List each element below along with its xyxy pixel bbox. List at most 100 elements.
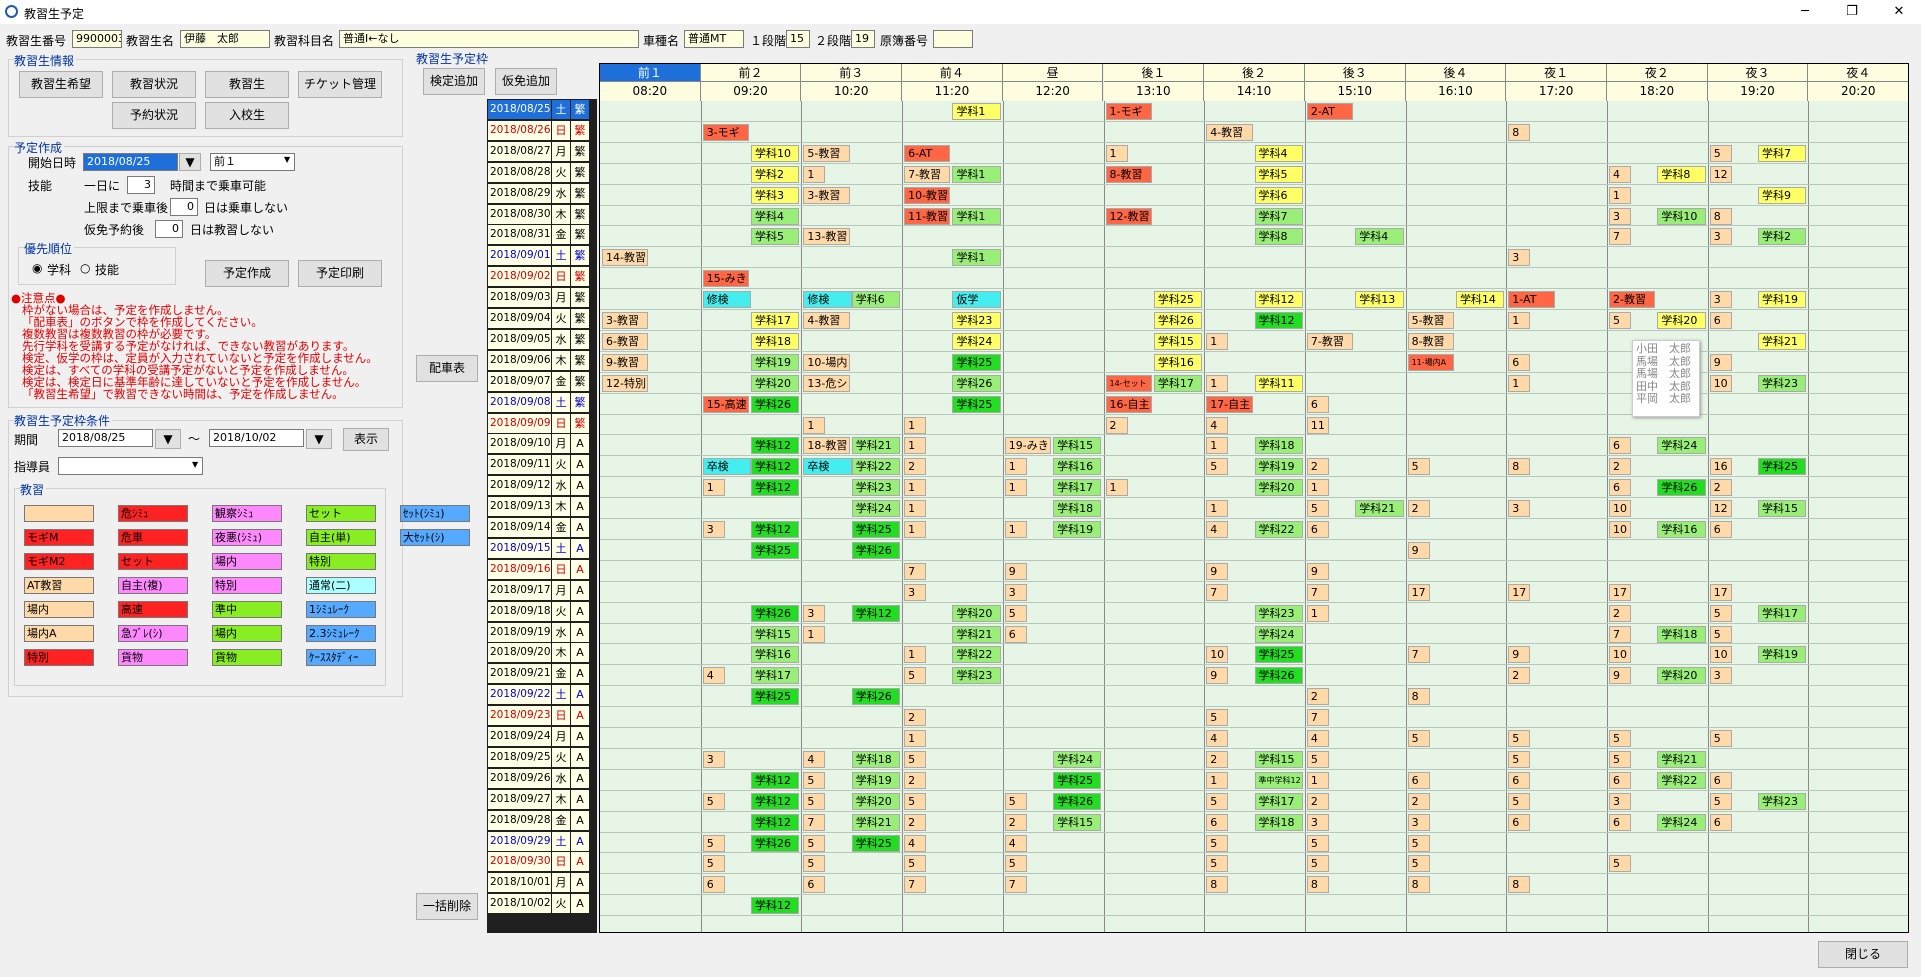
schedule-cell[interactable]: 5 xyxy=(1004,604,1027,622)
schedule-cell[interactable]: 修検 xyxy=(702,291,752,309)
schedule-cell[interactable]: 5 xyxy=(803,771,826,789)
schedule-cell[interactable]: 2 xyxy=(904,771,927,789)
period-dropdown-icon[interactable]: ▼ xyxy=(284,155,291,164)
student-no-field[interactable]: 9900003 xyxy=(72,30,122,48)
schedule-cell[interactable]: 学科18 xyxy=(1657,625,1706,643)
add-exam-button[interactable]: 検定追加 xyxy=(423,68,485,95)
priority-radio-academic[interactable]: ◉ xyxy=(32,261,43,275)
schedule-cell[interactable]: 7 xyxy=(904,876,927,894)
schedule-cell[interactable]: 4-教習 xyxy=(1206,123,1253,141)
schedule-cell[interactable]: 学科13 xyxy=(1355,291,1404,309)
schedule-cell[interactable]: 学科23 xyxy=(1758,792,1807,810)
schedule-cell[interactable]: 学科19 xyxy=(1053,521,1102,538)
period-from-dropdown-icon[interactable]: ▼ xyxy=(155,429,181,449)
schedule-cell[interactable]: 学科10 xyxy=(751,144,800,162)
date-row[interactable]: 2018/09/14 金 A xyxy=(487,517,597,537)
schedule-cell[interactable]: 5 xyxy=(1508,730,1531,747)
schedule-cell[interactable]: 4 xyxy=(904,834,927,852)
period-header[interactable]: 夜２ 18:20 xyxy=(1607,64,1708,101)
schedule-cell[interactable]: 11-場内A xyxy=(1407,353,1454,371)
schedule-cell[interactable]: 学科4 xyxy=(1355,228,1404,246)
schedule-cell[interactable]: 11-教習 xyxy=(904,207,951,225)
schedule-cell[interactable]: 5 xyxy=(1004,792,1027,810)
schedule-cell[interactable]: 6 xyxy=(1709,312,1732,329)
schedule-cell[interactable]: 学科25 xyxy=(751,541,800,559)
date-row[interactable]: 2018/09/09 日繁 xyxy=(487,413,597,433)
date-row[interactable]: 2018/09/19 水 A xyxy=(487,622,597,642)
schedule-cell[interactable]: 学科18 xyxy=(1254,813,1303,831)
schedule-cell[interactable]: 学科21 xyxy=(952,625,1001,643)
schedule-cell[interactable]: 学科18 xyxy=(751,332,800,350)
schedule-cell[interactable]: 3 xyxy=(1709,291,1732,309)
instructor-select[interactable] xyxy=(58,457,203,475)
schedule-cell[interactable]: 7 xyxy=(1609,228,1631,246)
date-row[interactable]: 2018/09/10 月 A xyxy=(487,433,597,454)
schedule-cell[interactable]: 14-セット xyxy=(1105,374,1152,392)
schedule-cell[interactable]: 17 xyxy=(1609,583,1631,601)
period-header[interactable]: 後３ 15:10 xyxy=(1304,64,1406,101)
schedule-cell[interactable]: 6 xyxy=(1609,437,1631,455)
date-row[interactable]: 2018/09/08 土繁 xyxy=(487,392,597,412)
date-row[interactable]: 2018/08/27 月繁 xyxy=(487,141,597,161)
schedule-cell[interactable]: 5 xyxy=(1508,792,1531,810)
schedule-cell[interactable]: 2 xyxy=(1407,500,1430,518)
schedule-cell[interactable]: 1 xyxy=(1306,771,1329,789)
date-row[interactable]: 2018/09/29 土 A xyxy=(487,831,597,851)
date-row[interactable]: 2018/09/28 金 A xyxy=(487,810,597,830)
schedule-cell[interactable]: 5 xyxy=(1306,834,1329,852)
schedule-cell[interactable]: 5 xyxy=(1206,834,1229,852)
schedule-cell[interactable]: 8 xyxy=(1407,688,1430,706)
schedule-cell[interactable]: 4 xyxy=(803,750,826,768)
schedule-cell[interactable]: 9 xyxy=(1609,667,1631,685)
schedule-cell[interactable]: 学科7 xyxy=(1758,144,1807,162)
schedule-cell[interactable]: 6 xyxy=(702,876,725,894)
create-plan-button[interactable]: 予定作成 xyxy=(205,260,289,287)
schedule-cell[interactable]: 学科26 xyxy=(952,374,1001,392)
schedule-cell[interactable]: 17-自主 xyxy=(1206,395,1253,413)
schedule-cell[interactable]: 学科25 xyxy=(1758,458,1807,476)
schedule-cell[interactable]: 学科17 xyxy=(751,312,800,329)
date-row[interactable]: 2018/09/18 火 A xyxy=(487,601,597,621)
schedule-cell[interactable]: 4 xyxy=(1609,165,1631,183)
schedule-cell[interactable]: 8 xyxy=(1709,207,1732,225)
schedule-cell[interactable]: 5 xyxy=(1609,730,1631,747)
schedule-cell[interactable]: 10 xyxy=(1709,374,1732,392)
schedule-cell[interactable]: 学科23 xyxy=(1758,374,1807,392)
schedule-cell[interactable]: 学科12 xyxy=(751,897,800,915)
schedule-cell[interactable]: 12 xyxy=(1709,165,1732,183)
close-window-button[interactable]: ✕ xyxy=(1893,4,1905,19)
schedule-cell[interactable]: 学科11 xyxy=(1254,374,1303,392)
schedule-cell[interactable]: 5 xyxy=(1407,730,1430,747)
schedule-cell[interactable]: 学科17 xyxy=(1254,792,1303,810)
schedule-cell[interactable]: 3-教習 xyxy=(803,186,850,204)
schedule-cell[interactable]: 学科15 xyxy=(1153,332,1203,350)
schedule-cell[interactable]: 学科15 xyxy=(1254,750,1303,768)
schedule-cell[interactable]: 学科21 xyxy=(851,437,901,455)
schedule-cell[interactable]: 学科12 xyxy=(751,813,800,831)
schedule-cell[interactable]: 学科22 xyxy=(1657,771,1706,789)
schedule-cell[interactable]: 3 xyxy=(1609,792,1631,810)
schedule-cell[interactable]: 卒検 xyxy=(702,458,752,476)
period-header[interactable]: 昼 12:20 xyxy=(1002,64,1104,101)
schedule-cell[interactable]: 8-教習 xyxy=(1105,165,1152,183)
schedule-cell[interactable]: 1 xyxy=(1206,500,1229,518)
schedule-cell[interactable]: 3 xyxy=(1508,500,1531,518)
stage2-field[interactable]: 19 xyxy=(851,30,875,48)
date-row[interactable]: 2018/09/22 土 A xyxy=(487,684,597,705)
schedule-cell[interactable]: 学科17 xyxy=(1758,604,1807,622)
schedule-cell[interactable]: 学科20 xyxy=(751,374,800,392)
new-student-button[interactable]: 入校生 xyxy=(205,102,289,129)
schedule-cell[interactable]: 5 xyxy=(904,792,927,810)
schedule-cell[interactable]: 6-AT xyxy=(904,144,951,162)
schedule-cell[interactable]: 5 xyxy=(1609,855,1631,873)
schedule-cell[interactable]: 6 xyxy=(1407,771,1430,789)
schedule-cell[interactable]: 5 xyxy=(1306,750,1329,768)
schedule-cell[interactable]: 10 xyxy=(1609,646,1631,664)
ticket-management-button[interactable]: チケット管理 xyxy=(298,71,382,98)
schedule-cell[interactable]: 学科22 xyxy=(851,458,901,476)
schedule-cell[interactable]: 5 xyxy=(1508,750,1531,768)
stage1-field[interactable]: 15 xyxy=(786,30,810,48)
schedule-cell[interactable]: 6-教習 xyxy=(602,332,649,350)
schedule-cell[interactable]: 2 xyxy=(1004,813,1027,831)
schedule-cell[interactable]: 5 xyxy=(1609,312,1631,329)
